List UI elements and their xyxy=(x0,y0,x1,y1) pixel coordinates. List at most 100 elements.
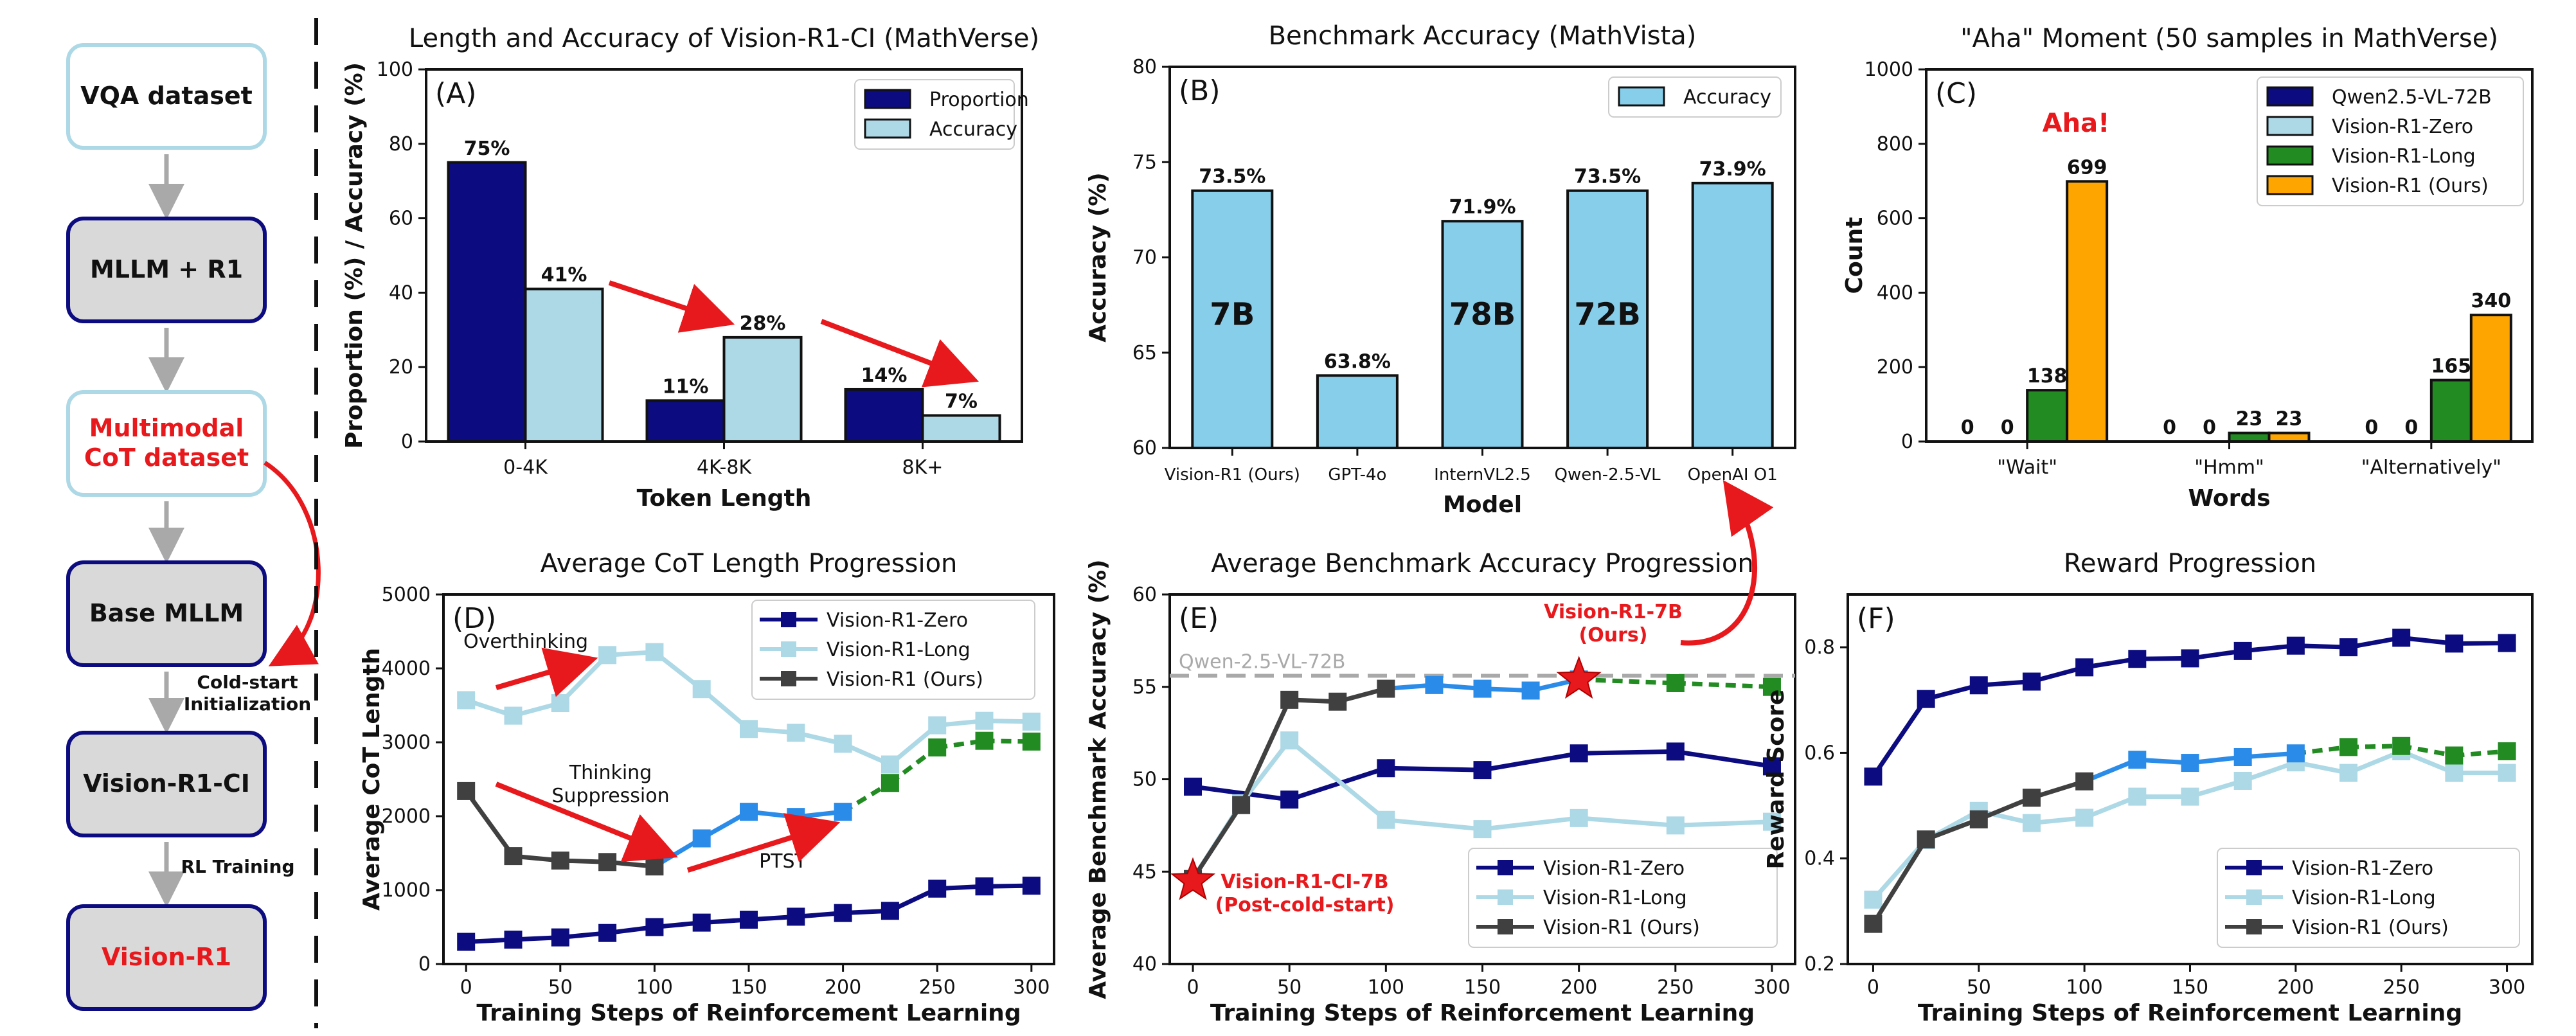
flow-box-label: MLLM + R1 xyxy=(90,255,243,283)
data-point xyxy=(2445,634,2464,653)
bar-value-label: 699 xyxy=(2067,156,2107,179)
data-point xyxy=(1184,778,1203,796)
y-axis-label: Average CoT Length xyxy=(359,648,385,911)
data-point xyxy=(1666,816,1685,835)
data-point xyxy=(551,852,569,870)
ptst-arrow xyxy=(686,813,841,873)
bar-value-label: 73.5% xyxy=(1574,166,1641,188)
curved-arrow-to-o1 xyxy=(1680,479,1774,646)
y-tick-label: 0 xyxy=(418,953,431,976)
data-point xyxy=(787,724,805,742)
series-segment xyxy=(1386,765,1483,773)
y-axis-label: Proportion (%) / Accuracy (%) xyxy=(341,62,368,449)
data-point xyxy=(1917,690,1935,708)
legend-swatch xyxy=(1618,86,1665,107)
data-point xyxy=(834,735,852,753)
series-segment xyxy=(1675,749,1773,769)
series-segment xyxy=(1579,677,1676,686)
y-tick-label: 0.2 xyxy=(1804,953,1835,976)
data-point xyxy=(975,711,994,730)
legend-label: Vision-R1-Long xyxy=(827,639,970,661)
x-tick-label: 0 xyxy=(460,976,472,999)
data-point xyxy=(1864,767,1883,786)
y-tick-label: 1000 xyxy=(382,879,431,902)
bar-value-label: 0 xyxy=(2001,416,2014,439)
bar xyxy=(844,388,924,443)
x-axis-label: Training Steps of Reinforcement Learning xyxy=(1210,1000,1755,1026)
flow-box xyxy=(66,390,267,497)
chart-panel-B: Benchmark Accuracy (MathVista) Model Accur… xyxy=(1085,21,1796,518)
y-tick-label: 65 xyxy=(1132,342,1157,364)
y-tick-label: 600 xyxy=(1877,208,1913,230)
legend-marker xyxy=(2246,889,2262,905)
bar xyxy=(524,287,604,443)
flow-box-label: Vision-R1 xyxy=(102,943,231,971)
legend-box xyxy=(2217,848,2520,948)
data-point xyxy=(1425,675,1444,694)
chart-title: Average Benchmark Accuracy Progression xyxy=(1211,549,1754,578)
bar-value-label: 0 xyxy=(2163,416,2176,439)
data-point xyxy=(1521,681,1540,700)
panel-letter: (F) xyxy=(1857,602,1895,635)
star-label-r1: Vision-R1-7B (Ours) xyxy=(1544,601,1683,647)
x-tick-label: 150 xyxy=(730,976,767,999)
data-point xyxy=(692,913,711,932)
y-tick-label: 3000 xyxy=(382,731,431,754)
data-point xyxy=(1473,679,1492,698)
data-point xyxy=(1666,742,1685,761)
flow-box xyxy=(66,217,267,323)
x-tick-label: 300 xyxy=(1013,976,1050,999)
legend-swatch xyxy=(2266,86,2314,107)
bar xyxy=(2429,379,2473,443)
chart-panel-C: "Aha" Moment (50 samples in MathVerse) Wo… xyxy=(1841,24,2534,512)
y-tick-label: 1000 xyxy=(1865,58,1913,81)
series-segment xyxy=(1579,816,1676,828)
flow-box xyxy=(66,43,267,150)
data-point xyxy=(504,847,523,866)
x-tick-label: 150 xyxy=(1464,976,1501,999)
data-point xyxy=(2498,634,2516,652)
y-tick-label: 0.6 xyxy=(1804,742,1835,764)
chart-panel-E: Average Benchmark Accuracy Progression Tr… xyxy=(1085,479,1796,1026)
data-point xyxy=(504,931,523,949)
data-point xyxy=(2075,772,2094,790)
chart-title: "Aha" Moment (50 samples in MathVerse) xyxy=(1960,24,2498,53)
y-tick-label: 60 xyxy=(1132,437,1157,460)
data-point xyxy=(1022,712,1041,731)
y-tick-label: 100 xyxy=(377,58,413,81)
step-coldstart-label: Cold-start Initialization xyxy=(184,672,311,715)
series-segment xyxy=(1192,784,1290,802)
flow-box-label: Multimodal CoT dataset xyxy=(84,414,249,472)
data-point xyxy=(1280,690,1299,709)
bar-value-label: 14% xyxy=(861,364,908,387)
bar xyxy=(645,399,726,443)
x-axis-label: Training Steps of Reinforcement Learning xyxy=(476,1000,1021,1026)
data-point xyxy=(645,643,664,661)
y-tick-label: 60 xyxy=(389,208,413,230)
y-tick-label: 400 xyxy=(1877,281,1913,304)
legend-marker xyxy=(1498,889,1513,905)
data-point xyxy=(692,680,711,699)
data-point xyxy=(787,907,805,926)
series-segment xyxy=(1191,803,1244,880)
data-point xyxy=(692,829,711,848)
y-tick-label: 800 xyxy=(1877,133,1913,156)
bar xyxy=(1566,189,1649,449)
bar-inner-label: 7B xyxy=(1210,296,1255,332)
legend-swatch xyxy=(2266,116,2314,136)
data-point xyxy=(1864,915,1883,933)
data-point xyxy=(2181,754,2199,773)
x-tick-label: 8K+ xyxy=(902,456,944,479)
chart-title: Benchmark Accuracy (MathVista) xyxy=(1269,21,1697,51)
data-point xyxy=(1666,674,1685,692)
x-tick-label: Qwen-2.5-VL xyxy=(1555,465,1661,485)
y-tick-label: 5000 xyxy=(382,584,431,606)
data-point xyxy=(2233,641,2252,660)
data-point xyxy=(1570,808,1588,827)
data-point xyxy=(598,853,617,871)
data-point xyxy=(2075,658,2094,677)
panel-letter: (D) xyxy=(452,602,496,635)
flow-box-label: VQA dataset xyxy=(80,82,253,110)
y-tick-label: 75 xyxy=(1132,151,1157,174)
